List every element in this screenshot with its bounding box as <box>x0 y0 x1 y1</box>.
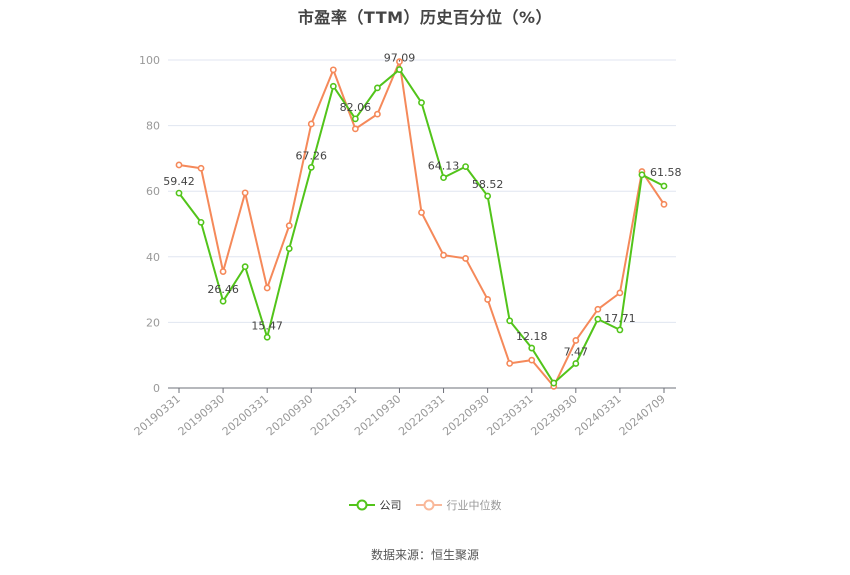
data-label: 64.13 <box>428 160 460 173</box>
legend-item-industry-median[interactable]: 行业中位数 <box>415 497 502 513</box>
data-point[interactable] <box>219 268 227 275</box>
data-point[interactable] <box>616 326 624 334</box>
x-tick-label: 20190930 <box>176 392 227 438</box>
data-point[interactable] <box>396 66 403 73</box>
y-axis: 0 20 40 60 80 100 <box>139 54 160 395</box>
data-point[interactable] <box>440 251 447 259</box>
data-point[interactable] <box>506 359 514 367</box>
data-point[interactable] <box>660 182 668 190</box>
data-point[interactable] <box>528 356 536 364</box>
x-tick-label: 20210930 <box>352 392 403 438</box>
data-label: 26.46 <box>207 283 239 296</box>
grid-lines <box>168 59 676 323</box>
x-tick-label: 20210331 <box>308 392 359 438</box>
x-tick-label: 20220331 <box>396 392 447 438</box>
x-tick-label: 20190331 <box>132 392 183 438</box>
data-point[interactable] <box>418 209 425 216</box>
data-label: 59.42 <box>163 175 195 188</box>
x-axis: 2019033120190930202003312020093020210331… <box>132 387 676 438</box>
data-point[interactable] <box>263 284 271 292</box>
data-source: 数据来源：恒生聚源 <box>370 548 479 562</box>
data-label: 97.09 <box>384 52 416 65</box>
legend: 公司 行业中位数 <box>0 497 850 513</box>
data-point[interactable] <box>506 317 514 325</box>
data-point[interactable] <box>241 263 249 271</box>
data-point[interactable] <box>351 125 359 133</box>
data-point[interactable] <box>197 164 205 172</box>
x-tick-label: 20220930 <box>440 392 491 438</box>
data-point[interactable] <box>528 344 536 352</box>
x-tick-label: 20230331 <box>484 392 535 438</box>
data-point[interactable] <box>285 245 293 252</box>
data-point[interactable] <box>396 58 403 66</box>
data-point[interactable] <box>660 200 668 208</box>
y-tick-label: 40 <box>146 251 160 264</box>
data-point[interactable] <box>594 315 602 323</box>
y-tick-label: 100 <box>139 54 160 67</box>
data-point[interactable] <box>329 66 337 74</box>
data-label: 17.71 <box>604 312 636 325</box>
x-tick-label: 20240331 <box>573 392 624 438</box>
data-point[interactable] <box>175 161 183 169</box>
data-label: 12.18 <box>516 330 548 343</box>
data-point[interactable] <box>241 189 249 197</box>
series-industry-median <box>175 58 668 390</box>
y-tick-label: 60 <box>146 185 160 198</box>
legend-line-circle-icon <box>415 499 442 511</box>
data-point[interactable] <box>572 360 580 367</box>
data-point[interactable] <box>374 110 381 118</box>
x-tick-label: 20240709 <box>617 392 668 438</box>
data-point[interactable] <box>418 99 425 107</box>
x-tick-label: 20230930 <box>528 392 579 438</box>
data-point[interactable] <box>594 305 602 313</box>
y-tick-label: 0 <box>153 382 160 395</box>
series-company <box>175 66 668 387</box>
data-point[interactable] <box>351 115 359 123</box>
chart-title: 市盈率（TTM）历史百分位（%） <box>297 8 553 27</box>
data-point[interactable] <box>329 82 337 90</box>
data-point[interactable] <box>374 84 381 92</box>
data-point[interactable] <box>462 255 469 262</box>
data-point[interactable] <box>440 174 447 182</box>
legend-line-circle-icon <box>348 499 375 511</box>
legend-label: 行业中位数 <box>446 499 502 512</box>
data-point[interactable] <box>197 218 205 226</box>
data-point[interactable] <box>219 297 227 305</box>
data-label: 67.26 <box>296 149 328 162</box>
data-labels: 59.42 26.46 15.47 67.26 82.06 97.09 64.13 58.52… <box>163 52 681 359</box>
data-label: 58.52 <box>472 178 504 191</box>
data-point[interactable] <box>572 337 580 344</box>
data-label: 15.47 <box>251 319 283 332</box>
data-label: 82.06 <box>340 101 372 114</box>
y-tick-label: 80 <box>146 120 160 133</box>
data-label: 61.58 <box>650 166 682 179</box>
data-label: 7.47 <box>564 345 589 358</box>
data-point[interactable] <box>175 189 183 197</box>
data-point[interactable] <box>484 296 492 303</box>
data-point[interactable] <box>638 171 646 179</box>
y-tick-label: 20 <box>146 316 160 329</box>
data-point[interactable] <box>307 163 315 171</box>
legend-label: 公司 <box>379 499 402 512</box>
data-point[interactable] <box>462 163 469 170</box>
legend-item-company[interactable]: 公司 <box>348 497 402 513</box>
x-tick-label: 20200331 <box>220 392 271 438</box>
data-point[interactable] <box>484 192 492 200</box>
data-point[interactable] <box>263 333 271 341</box>
data-point[interactable] <box>307 120 315 128</box>
series-lines <box>175 58 668 390</box>
x-tick-label: 20200930 <box>264 392 315 438</box>
data-point[interactable] <box>616 289 624 297</box>
data-point[interactable] <box>285 222 293 230</box>
data-point[interactable] <box>550 379 558 387</box>
